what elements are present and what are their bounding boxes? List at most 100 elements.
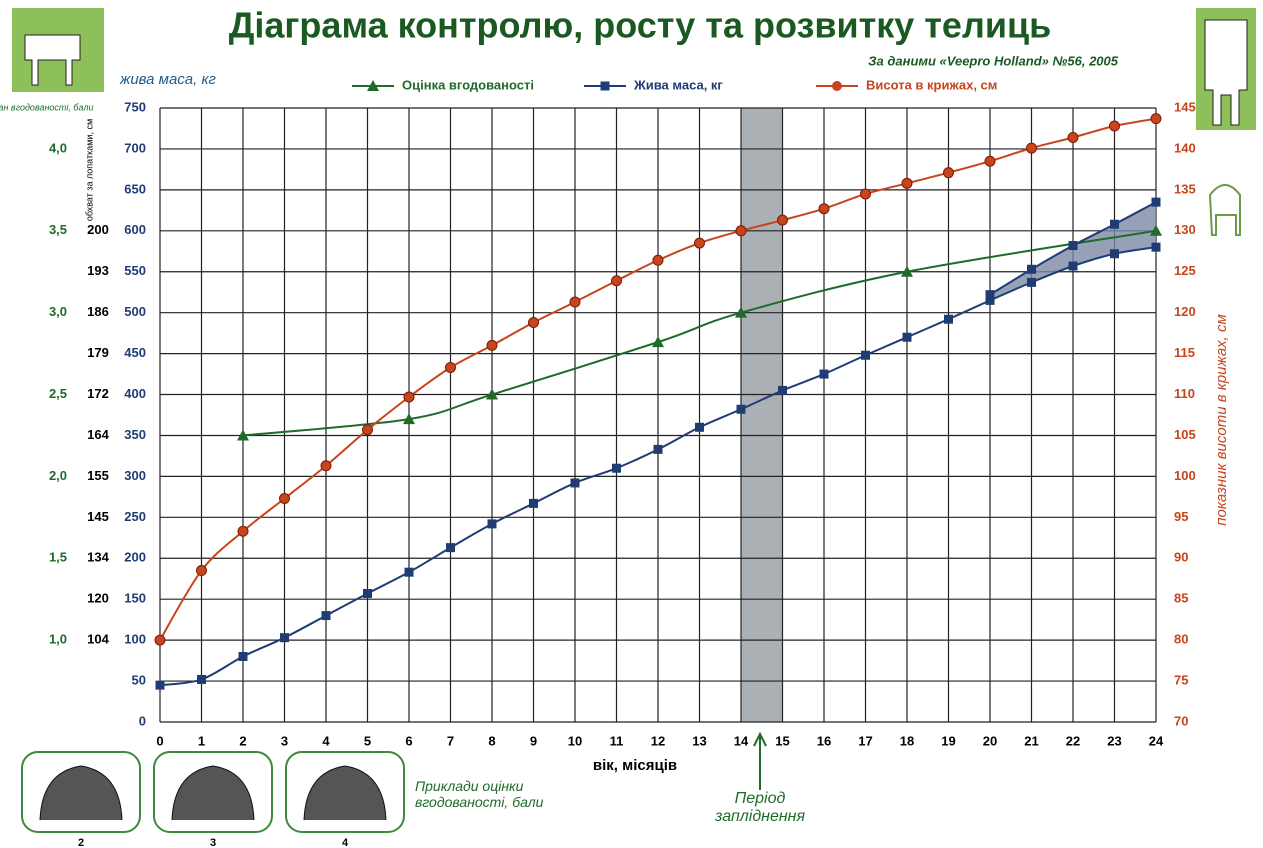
y4-tick-label: 179: [87, 345, 109, 360]
x-tick-label: 9: [530, 733, 537, 748]
y3-tick-label: 1,5: [49, 550, 67, 565]
point: [984, 155, 996, 167]
point: [860, 188, 871, 200]
y3-tick-label: 3,5: [49, 222, 67, 237]
point: [1150, 224, 1162, 236]
y4-axis-title: обхват за лопатками, см: [84, 119, 94, 221]
point: [653, 444, 663, 454]
y4-tick-label: 104: [87, 632, 109, 647]
y-tick-label: 750: [124, 99, 146, 114]
chart-title: Діаграма контролю, росту та розвитку тел…: [229, 5, 1051, 46]
y2-tick-label: 80: [1174, 632, 1188, 647]
point: [237, 429, 249, 441]
point: [196, 565, 207, 577]
y2-tick-label: 130: [1174, 222, 1196, 237]
point: [1068, 241, 1078, 251]
point: [486, 339, 498, 351]
point: [1027, 277, 1036, 287]
legend-marker: [600, 81, 610, 91]
point: [570, 478, 580, 488]
point: [695, 422, 704, 432]
y-tick-label: 150: [124, 591, 146, 606]
y-tick-label: 700: [124, 140, 146, 155]
x-axis-title: вік, місяців: [593, 757, 677, 774]
y4-tick-label: 164: [87, 427, 109, 442]
x-tick-label: 13: [692, 733, 706, 748]
point: [279, 493, 290, 505]
y-tick-label: 50: [132, 673, 146, 688]
x-tick-label: 6: [405, 733, 412, 748]
legend-label: Висота в крижах, см: [866, 77, 997, 92]
y-tick-label: 350: [124, 427, 146, 442]
point: [487, 519, 497, 529]
point: [1110, 219, 1119, 229]
y2-tick-label: 105: [1174, 427, 1196, 442]
point: [736, 404, 746, 414]
x-tick-label: 5: [364, 733, 371, 748]
y2-tick-label: 145: [1174, 99, 1196, 114]
point: [362, 424, 373, 436]
x-tick-label: 15: [775, 733, 789, 748]
x-tick-label: 19: [941, 733, 955, 748]
y2-tick-label: 90: [1174, 550, 1188, 565]
point: [155, 680, 165, 690]
point: [943, 167, 954, 179]
y2-tick-label: 85: [1174, 591, 1188, 606]
point: [652, 336, 664, 348]
x-tick-label: 16: [817, 733, 831, 748]
x-tick-label: 20: [983, 733, 997, 748]
point: [363, 588, 372, 598]
x-tick-label: 23: [1107, 733, 1121, 748]
y-tick-label: 0: [139, 713, 146, 728]
x-tick-label: 2: [239, 733, 246, 748]
examples-label: Приклади оцінки вгодованості, бали: [415, 778, 544, 810]
x-tick-label: 22: [1066, 733, 1080, 748]
point: [238, 652, 248, 662]
y2-axis-title: показник висоти в крижах, см: [1213, 314, 1230, 526]
legend-label: Жива маса, кг: [633, 77, 723, 92]
legend-marker: [832, 81, 842, 91]
point: [528, 316, 539, 328]
example-score: 3: [210, 837, 216, 848]
point: [778, 385, 787, 395]
point: [1067, 131, 1079, 143]
example-shape: [171, 765, 255, 821]
y4-tick-label: 200: [87, 222, 109, 237]
point: [403, 413, 415, 425]
point: [486, 388, 498, 400]
y-tick-label: 250: [124, 509, 146, 524]
y2-tick-label: 100: [1174, 468, 1196, 483]
point: [694, 237, 705, 249]
example-score: 4: [342, 837, 349, 848]
chart-subtitle: За даними «Veepro Holland» №56, 2005: [868, 53, 1119, 68]
y-tick-label: 500: [124, 304, 146, 319]
y-tick-label: 600: [124, 222, 146, 237]
y3-axis-title: стан вгодованості, бали: [0, 102, 93, 112]
point: [445, 362, 456, 374]
y2-tick-label: 120: [1174, 304, 1196, 319]
x-tick-label: 4: [322, 733, 330, 748]
y3-tick-label: 4,0: [49, 140, 67, 155]
point: [404, 567, 414, 577]
example-score: 2: [78, 837, 84, 848]
highlight-band: [741, 108, 783, 722]
y-tick-label: 450: [124, 345, 146, 360]
x-tick-label: 17: [858, 733, 872, 748]
point: [612, 463, 621, 473]
point: [320, 460, 332, 472]
x-tick-label: 11: [610, 733, 624, 748]
point: [1150, 113, 1162, 125]
y2-tick-label: 75: [1174, 673, 1188, 688]
point: [652, 254, 664, 266]
y3-tick-label: 1,0: [49, 632, 67, 647]
point: [611, 275, 622, 287]
example-shape: [303, 765, 387, 821]
point: [1068, 261, 1078, 271]
x-tick-label: 21: [1024, 733, 1038, 748]
y3-tick-label: 2,0: [49, 468, 67, 483]
x-tick-label: 24: [1149, 733, 1164, 748]
calf-icon: [1208, 184, 1241, 236]
y2-tick-label: 135: [1174, 181, 1196, 196]
